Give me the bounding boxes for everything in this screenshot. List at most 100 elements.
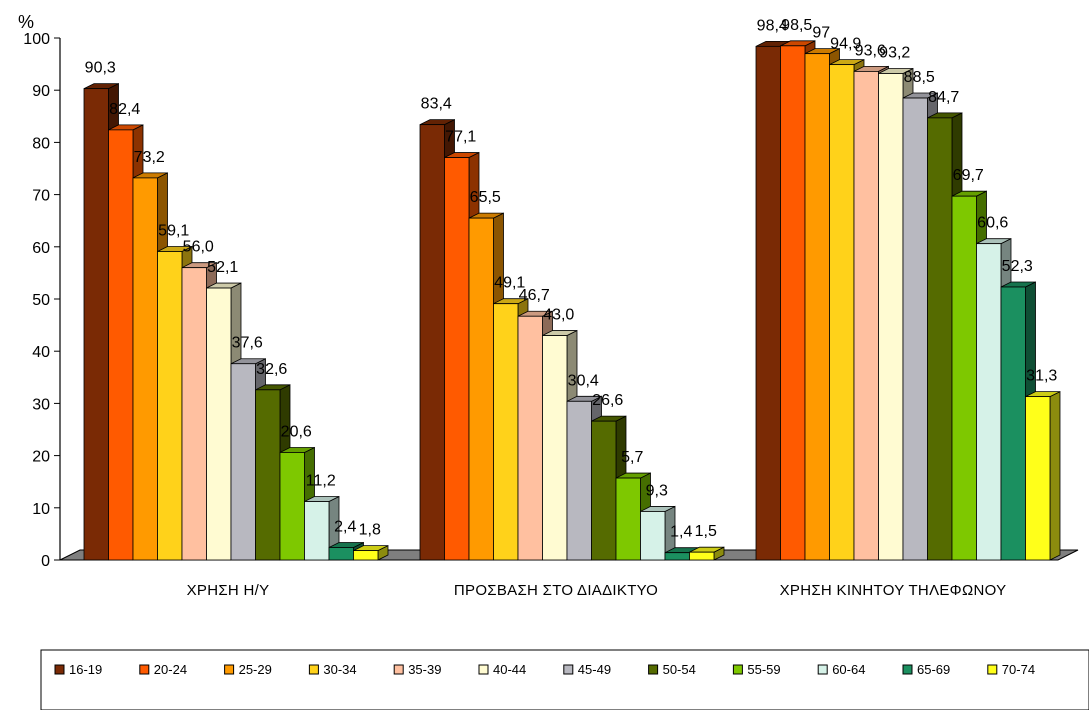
legend-label: 16-19 [69,662,102,677]
bar [780,45,806,561]
data-label: 60,6 [977,215,1008,232]
legend-label: 65-69 [917,662,950,677]
y-tick-label: 60 [32,240,50,257]
bar [181,267,207,561]
category-label: ΧΡΗΣΗ ΚΙΝΗΤΟΥ ΤΗΛΕΦΩΝΟΥ [780,582,1007,599]
legend-swatch [393,664,404,675]
data-label: 2,4 [334,518,356,535]
bar [108,129,134,561]
bar-side [1049,390,1061,561]
y-tick-label: 0 [41,553,50,570]
bar [517,315,543,561]
data-label: 69,7 [953,167,984,184]
bar [304,501,330,561]
bar [493,303,519,561]
data-label: 56,0 [183,239,214,256]
data-label: 65,5 [470,189,501,206]
bar [755,45,781,561]
category-label: ΠΡΟΣΒΑΣΗ ΣΤΟ ΔΙΑΔΙΚΤΥΟ [454,582,658,599]
data-label: 1,4 [670,524,692,541]
bar [328,547,354,561]
y-tick-label: 10 [32,501,50,518]
data-label: 30,4 [568,372,599,389]
bar [664,552,690,561]
y-axis-unit-label: % [18,12,34,32]
legend-label: 60-64 [832,662,865,677]
legend-box [40,649,1089,710]
category-label: ΧΡΗΣΗ Η/Υ [187,582,270,599]
y-tick-label: 40 [32,344,50,361]
data-label: 83,4 [421,96,452,113]
bar [206,287,232,561]
data-label: 49,1 [494,275,525,292]
data-label: 77,1 [445,129,476,146]
legend-swatch [902,664,913,675]
legend-swatch [987,664,998,675]
bar [83,88,109,561]
bar [640,511,666,561]
bar [951,195,977,561]
legend-label: 20-24 [154,662,187,677]
y-tick-label: 80 [32,135,50,152]
bar [157,251,183,561]
data-label: 26,6 [592,392,623,409]
legend-label: 45-49 [578,662,611,677]
y-tick-label: 90 [32,83,50,100]
bar [542,335,568,561]
bar [804,53,830,561]
legend-swatch [139,664,150,675]
bar [902,97,928,561]
data-label: 1,5 [695,523,717,540]
legend-label: 50-54 [663,662,696,677]
legend-label: 70-74 [1002,662,1035,677]
legend-swatch [648,664,659,675]
legend-swatch [817,664,828,675]
bar [279,452,305,561]
bar [444,157,470,561]
bar [853,71,879,561]
y-tick-label: 100 [23,31,50,48]
data-label: 98,4 [757,17,788,34]
data-label: 46,7 [519,287,550,304]
data-label: 98,5 [781,17,812,34]
data-label: 97 [812,25,830,42]
bar [927,117,953,561]
data-label: 32,6 [256,361,287,378]
data-label: 94,9 [830,36,861,53]
data-label: 52,3 [1002,258,1033,275]
bar [353,550,379,561]
data-label: 1,8 [359,522,381,539]
bar [976,243,1002,561]
legend-swatch [54,664,65,675]
bar [468,217,494,561]
legend-label: 55-59 [747,662,780,677]
data-label: 90,3 [85,60,116,77]
legend-swatch [563,664,574,675]
bar [230,363,256,561]
bar [689,551,715,561]
data-label: 88,5 [904,69,935,86]
legend-swatch [732,664,743,675]
data-label: 11,2 [306,473,336,490]
legend-label: 30-34 [323,662,356,677]
legend-label: 35-39 [408,662,441,677]
data-label: 93,2 [879,44,910,61]
legend-swatch [308,664,319,675]
data-label: 31,3 [1026,368,1057,385]
data-label: 52,1 [207,259,238,276]
data-label: 37,6 [232,335,263,352]
bar [1025,396,1051,561]
y-tick-label: 30 [32,396,50,413]
data-label: 93,6 [855,42,886,59]
bar [255,389,281,561]
data-label: 82,4 [109,101,140,118]
data-label: 5,7 [621,449,643,466]
data-label: 59,1 [158,222,189,239]
legend-label: 40-44 [493,662,526,677]
y-tick-label: 70 [32,188,50,205]
data-label: 9,3 [646,482,668,499]
y-tick-label: 20 [32,449,50,466]
legend-label: 25-29 [239,662,272,677]
